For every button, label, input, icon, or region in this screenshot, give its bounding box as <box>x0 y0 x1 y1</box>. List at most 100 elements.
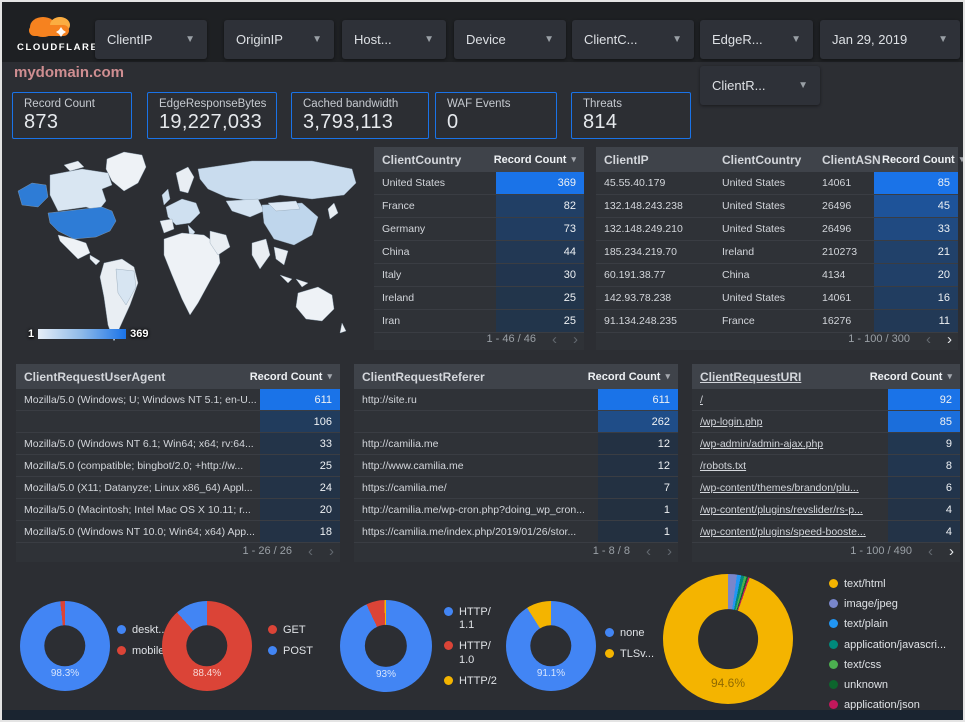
pagination-next-button[interactable]: › <box>667 542 672 560</box>
filter-chip-device[interactable]: Device ▼ <box>454 20 566 59</box>
svg-text:CLOUDFLARE: CLOUDFLARE <box>17 42 96 53</box>
legend-color-dot <box>829 579 838 588</box>
table-header: ClientRequestReferer Record Count ▾ <box>354 364 678 389</box>
country-china <box>261 202 319 246</box>
filter-chip-clientip[interactable]: ClientIP ▼ <box>95 20 207 59</box>
record-count-cell: 106 <box>260 411 340 432</box>
country-indonesia <box>295 278 309 288</box>
column-header[interactable]: Record Count ▾ <box>587 370 670 383</box>
donut-chart[interactable]: 94.6% <box>663 574 793 704</box>
dimension-cell: China <box>382 246 410 258</box>
donut-chart[interactable]: 88.4% <box>162 601 252 691</box>
cloudflare-logo: CLOUDFLARE <box>12 10 97 61</box>
table-row: Mozilla/5.0 (compatible; bingbot/2.0; +h… <box>16 455 340 477</box>
filter-chip-edgeresponse[interactable]: EdgeR... ▼ <box>700 20 813 59</box>
table-row: http://camilia.me/wp-cron.php?doing_wp_c… <box>354 499 678 521</box>
scorecard-value: 19,227,033 <box>159 111 263 133</box>
column-header[interactable]: ClientCountry <box>722 152 802 167</box>
date-range-label: Jan 29, 2019 <box>832 32 908 47</box>
dimension-cell: Italy <box>382 269 402 281</box>
dimension-cell: /wp-admin/admin-ajax.php <box>700 437 824 450</box>
column-header[interactable]: Record Count ▾ <box>869 370 952 383</box>
table-row: Germany 73 <box>374 218 584 241</box>
map-scale-min-label: 1 <box>28 328 35 340</box>
pagination-next-button[interactable]: › <box>329 542 334 560</box>
scorecard-label: EdgeResponseBytes <box>159 98 267 110</box>
donut-request-method: 88.4% GET POST <box>162 601 313 691</box>
table-row: 132.148.243.238 United States 26496 45 <box>596 195 958 218</box>
donut-legend: HTTP/ 1.1 HTTP/ 1.0 HTTP/2 <box>444 606 508 688</box>
legend-color-dot <box>117 646 126 656</box>
dimension-cell: Mozilla/5.0 (X11; Datanyze; Linux x86_64… <box>24 481 253 494</box>
column-header[interactable]: ClientRequestURI <box>700 369 802 384</box>
legend-item: text/plain <box>829 618 963 631</box>
column-header[interactable]: Record Count ▾ <box>882 153 965 166</box>
dimension-cell: United States <box>722 177 786 189</box>
donut-percentage-label: 98.3% <box>50 668 80 680</box>
dimension-cell: Ireland <box>722 246 755 258</box>
pagination-next-button[interactable]: › <box>947 330 952 348</box>
legend-label: text/plain <box>844 618 889 631</box>
column-header[interactable]: Record Count ▾ <box>249 370 332 383</box>
filter-chip-clientrequest[interactable]: ClientR... ▼ <box>700 66 820 105</box>
table-header: ClientRequestURI Record Count ▾ <box>692 364 960 389</box>
dimension-cell: 210273 <box>822 246 858 258</box>
legend-item: image/jpeg <box>829 598 963 611</box>
record-count-cell: 4 <box>888 499 960 520</box>
column-header[interactable]: ClientIP <box>604 152 649 167</box>
sort-desc-icon: ▾ <box>665 371 670 381</box>
chevron-down-icon: ▼ <box>672 34 682 45</box>
dimension-cell: https://camilia.me/ <box>362 481 447 494</box>
dimension-cell: Iran <box>382 315 401 327</box>
table-row: 45.55.40.179 United States 14061 85 <box>596 172 958 195</box>
chevron-down-icon: ▼ <box>544 34 554 45</box>
pagination-next-button[interactable]: › <box>573 330 578 348</box>
table-row: https://camilia.me/index.php/2019/01/26/… <box>354 521 678 543</box>
column-header[interactable]: ClientRequestReferer <box>362 369 485 384</box>
table-row: 60.191.38.77 China 4134 20 <box>596 264 958 287</box>
table-row: 132.148.249.210 United States 26496 33 <box>596 218 958 241</box>
table-header: ClientIP ClientCountry ClientASN Record Cou… <box>596 147 963 172</box>
region-europe <box>165 198 201 226</box>
filter-chip-host[interactable]: Host... ▼ <box>342 20 446 59</box>
record-count-cell: 24 <box>260 477 340 498</box>
pagination: 1 - 100 / 490 ‹ › <box>850 542 954 560</box>
table-row: 106 <box>16 411 340 433</box>
sparkle-icon <box>56 27 66 37</box>
record-count-cell: 1 <box>598 521 678 542</box>
pagination-prev-button[interactable]: ‹ <box>928 542 933 560</box>
country-india <box>251 238 271 270</box>
column-header[interactable]: Record Count ▾ <box>493 153 576 166</box>
scorecard-value: 0 <box>447 111 459 133</box>
pagination-prev-button[interactable]: ‹ <box>646 542 651 560</box>
dimension-cell: 185.234.219.70 <box>604 246 677 258</box>
dimension-cell: United States <box>382 177 446 189</box>
pagination-prev-button[interactable]: ‹ <box>552 330 557 348</box>
column-header[interactable]: ClientASN <box>822 152 881 167</box>
column-header[interactable]: ClientRequestUserAgent <box>24 369 166 384</box>
page-title: mydomain.com <box>14 64 125 81</box>
filter-label: Device <box>466 32 506 47</box>
dimension-cell: Mozilla/5.0 (Macintosh; Intel Mac OS X 1… <box>24 503 251 516</box>
pagination-prev-button[interactable]: ‹ <box>926 330 931 348</box>
country-mexico <box>57 234 91 260</box>
legend-color-dot <box>829 700 838 710</box>
pagination-next-button[interactable]: › <box>949 542 954 560</box>
region-se-asia <box>273 246 289 266</box>
dimension-cell: 14061 <box>822 177 852 189</box>
record-count-cell: 1 <box>598 499 678 520</box>
sort-desc-icon: ▾ <box>571 154 576 164</box>
scorecard-value: 3,793,113 <box>303 111 394 133</box>
donut-chart[interactable]: 91.1% <box>506 601 596 691</box>
column-header[interactable]: ClientCountry <box>382 152 462 167</box>
world-map[interactable] <box>12 147 372 350</box>
filter-chip-originip[interactable]: OriginIP ▼ <box>224 20 334 59</box>
legend-label: text/css <box>844 658 882 671</box>
donut-chart[interactable]: 93% <box>340 600 432 692</box>
table-row: France 82 <box>374 195 584 218</box>
donut-chart[interactable]: 98.3% <box>20 601 110 691</box>
donut-tls-version: 91.1% none TLSv... <box>506 601 654 691</box>
date-range-picker[interactable]: Jan 29, 2019 ▼ <box>820 20 960 59</box>
pagination-prev-button[interactable]: ‹ <box>308 542 313 560</box>
filter-chip-clientcountry[interactable]: ClientC... ▼ <box>572 20 694 59</box>
